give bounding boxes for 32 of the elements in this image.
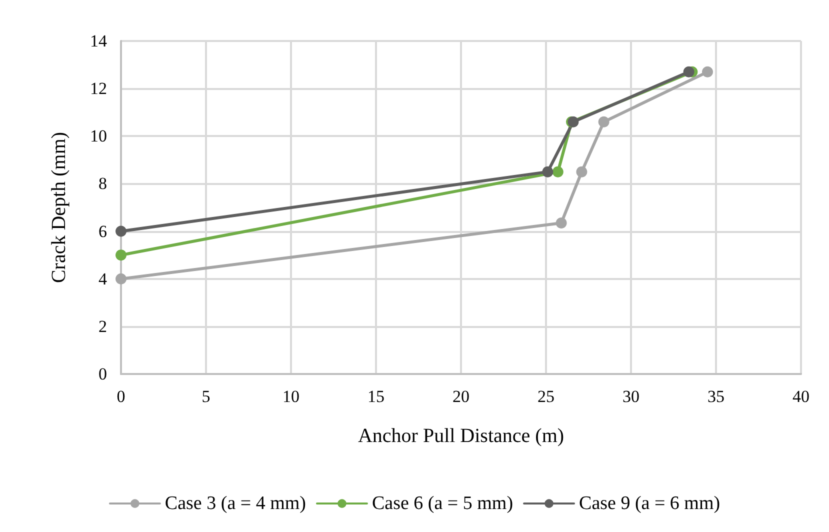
point [556, 217, 567, 228]
point [702, 66, 713, 78]
y-tick-label: 4 [98, 269, 108, 288]
x-tick-label: 10 [282, 387, 300, 406]
point [576, 166, 588, 178]
x-axis-title: Anchor Pull Distance (m) [358, 425, 564, 447]
x-tick-label: 5 [202, 387, 210, 406]
y-tick-label: 0 [98, 364, 107, 384]
y-tick-label: 8 [98, 174, 107, 194]
legend-label: Case 9 (a = 6 mm) [579, 493, 720, 514]
x-tick-label: 40 [792, 387, 810, 406]
point [116, 273, 126, 284]
y-tick-label: 2 [98, 316, 107, 336]
y-tick-label: 10 [90, 126, 107, 146]
point [598, 116, 610, 128]
y-tick-label: 14 [90, 32, 108, 50]
x-tick-label: 35 [708, 387, 724, 406]
x-tick-label: 25 [538, 387, 554, 406]
x-tick-label: 20 [452, 387, 470, 406]
point [542, 166, 554, 178]
point [116, 250, 126, 261]
y-tick-label: 12 [90, 79, 107, 98]
x-tick-label: 30 [622, 387, 640, 406]
legend-label: Case 3 (a = 4 mm) [164, 493, 306, 514]
legend-label: Case 6 (a = 5 mm) [372, 493, 514, 514]
x-tick-label: 15 [368, 387, 384, 406]
point [683, 66, 694, 78]
point [116, 226, 126, 237]
y-tick-label: 6 [98, 222, 107, 241]
point [552, 166, 564, 178]
y-axis-title: Crack Depth (mm) [48, 132, 70, 284]
x-tick-label: 0 [116, 387, 126, 406]
